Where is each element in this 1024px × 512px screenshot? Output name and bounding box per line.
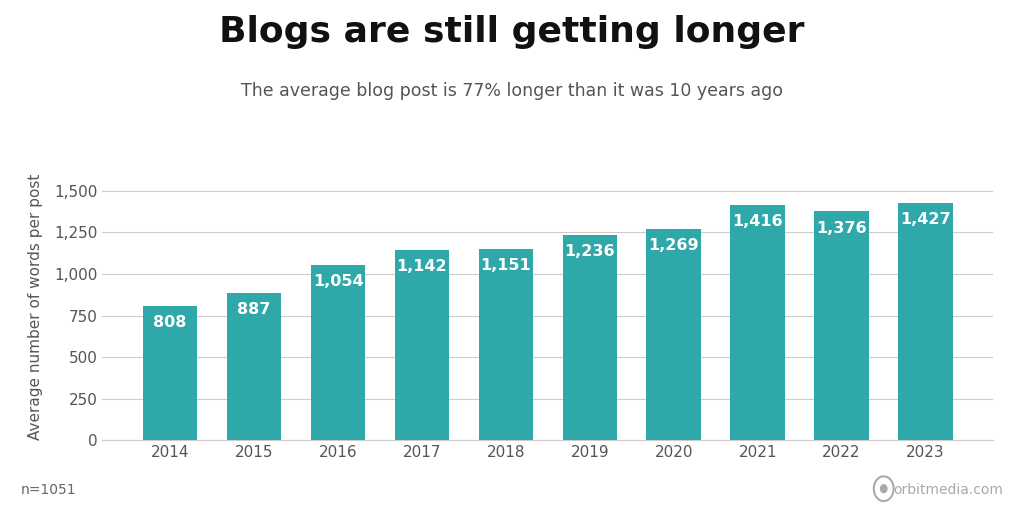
Bar	[814, 211, 868, 440]
Bar	[562, 234, 617, 440]
Bar	[143, 306, 198, 440]
Text: 1,151: 1,151	[480, 258, 531, 273]
Text: The average blog post is 77% longer than it was 10 years ago: The average blog post is 77% longer than…	[241, 82, 783, 100]
Bar	[898, 203, 952, 440]
Bar	[730, 205, 785, 440]
Text: orbitmedia.com: orbitmedia.com	[894, 483, 1004, 497]
Bar	[646, 229, 701, 440]
Y-axis label: Average number of words per post: Average number of words per post	[28, 174, 43, 440]
Bar	[227, 293, 282, 440]
Text: 1,269: 1,269	[648, 238, 699, 253]
Bar	[310, 265, 366, 440]
Bar	[478, 249, 534, 440]
Text: 1,376: 1,376	[816, 221, 867, 236]
Text: 808: 808	[154, 315, 186, 330]
Text: 1,054: 1,054	[312, 274, 364, 289]
Text: Blogs are still getting longer: Blogs are still getting longer	[219, 15, 805, 49]
Text: n=1051: n=1051	[20, 483, 76, 497]
Circle shape	[881, 485, 887, 493]
Text: 1,236: 1,236	[564, 244, 615, 259]
Bar	[394, 250, 450, 440]
Text: 1,416: 1,416	[732, 214, 783, 229]
Text: 1,427: 1,427	[900, 212, 951, 227]
Text: 887: 887	[238, 302, 270, 317]
Text: 1,142: 1,142	[396, 260, 447, 274]
